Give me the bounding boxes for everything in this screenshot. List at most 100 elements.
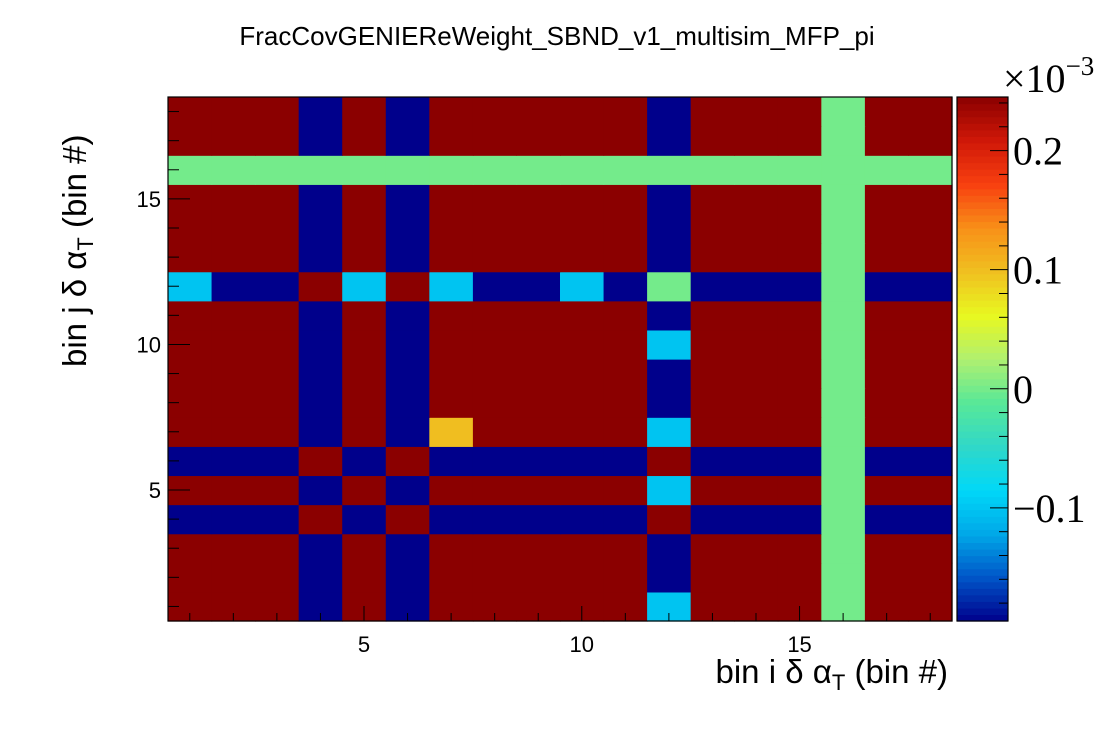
heatmap-cell-5-12 (342, 271, 387, 302)
heatmap-cell-12-14 (647, 213, 692, 244)
heatmap-cell-15-7 (777, 417, 822, 447)
heatmap-cell-4-10 (298, 329, 343, 360)
heatmap-cell-13-5 (690, 475, 735, 506)
heatmap-cell-14-18 (734, 97, 779, 127)
heatmap-cell-8-17 (472, 126, 518, 156)
color-scale-step (957, 103, 1008, 111)
heatmap-cell-5-10 (342, 329, 387, 360)
color-scale-step (957, 470, 1008, 478)
heatmap-cell-4-2 (298, 562, 343, 593)
heatmap-cell-13-4 (690, 504, 735, 535)
heatmap-cell-8-6 (472, 446, 518, 477)
heatmap-cell-8-18 (472, 97, 518, 127)
heatmap-cell-2-17 (211, 126, 256, 156)
heatmap-cell-17-2 (864, 562, 910, 593)
heatmap-cell-17-11 (864, 300, 910, 331)
heatmap-cell-18-8 (908, 388, 953, 418)
heatmap-cell-5-4 (342, 504, 387, 535)
heatmap-cell-7-8 (429, 388, 474, 418)
heatmap-cell-3-12 (255, 271, 300, 302)
color-scale-step (957, 516, 1008, 524)
heatmap-cell-13-12 (690, 271, 735, 302)
heatmap-cell-9-10 (516, 329, 561, 360)
heatmap-cell-11-14 (603, 213, 648, 244)
heatmap-cell-2-12 (211, 271, 256, 302)
color-scale-frame (956, 96, 1009, 622)
heatmap-cell-9-6 (516, 446, 561, 477)
heatmap-cell-13-7 (690, 417, 735, 447)
heatmap-cell-8-10 (472, 329, 518, 360)
heatmap-cell-15-4 (777, 504, 822, 535)
color-scale-step (957, 234, 1008, 242)
heatmap-cell-18-15 (908, 184, 953, 215)
heatmap-cell-2-5 (211, 475, 256, 506)
heatmap-cell-3-4 (255, 504, 300, 535)
heatmap-cell-14-6 (734, 446, 779, 477)
color-scale-step (957, 123, 1008, 131)
heatmap-cell-17-8 (864, 388, 910, 418)
heatmap-cell-10-2 (560, 562, 605, 593)
color-scale-step (957, 503, 1008, 511)
x-axis-label: bin i δ αT (bin #) (716, 653, 949, 695)
heatmap-cell-6-14 (385, 213, 430, 244)
color-scale-step (957, 575, 1008, 583)
y-tick-label: 10 (137, 332, 161, 357)
heatmap-cell-6-11 (385, 300, 430, 331)
color-scale-step (957, 359, 1008, 367)
color-scale-tick-label: 0.2 (1013, 129, 1063, 174)
heatmap-cell-12-7 (647, 417, 692, 447)
color-scale-step (957, 228, 1008, 236)
color-scale-step (957, 155, 1008, 164)
heatmap-cell-11-7 (603, 417, 648, 447)
heatmap-cell-9-18 (516, 97, 561, 127)
heatmap-cell-3-7 (255, 417, 300, 447)
heatmap-cell-8-12 (472, 271, 518, 302)
heatmap-cell-2-16 (211, 155, 256, 185)
heatmap-cell-5-8 (342, 388, 387, 418)
heatmap-cell-6-9 (385, 359, 430, 389)
color-scale-step (957, 260, 1008, 268)
heatmap-cell-18-3 (908, 533, 953, 564)
color-scale-step (957, 548, 1008, 557)
color-scale-ticks: −0.1 0 0.1 0.2 (990, 102, 1086, 604)
heatmap-cell-6-2 (385, 562, 430, 593)
x-tick-label: 5 (358, 632, 370, 657)
heatmap-cell-9-7 (516, 417, 561, 447)
color-scale-step (957, 208, 1008, 216)
color-scale-step (957, 542, 1008, 550)
color-scale-step (957, 162, 1008, 170)
heatmap-cell-17-6 (864, 446, 910, 477)
heatmap-cell-5-3 (342, 533, 387, 564)
heatmap-cell-15-17 (777, 126, 822, 156)
heatmap-cell-14-2 (734, 562, 779, 593)
heatmap-cell-7-18 (429, 97, 474, 127)
heatmap-cell-12-4 (647, 504, 692, 535)
color-scale-step (957, 496, 1008, 504)
heatmap-cell-8-7 (472, 417, 518, 447)
heatmap-cell-15-5 (777, 475, 822, 506)
color-scale-step (957, 372, 1008, 380)
heatmap-cells (168, 97, 953, 622)
heatmap-cell-16-6 (821, 446, 866, 477)
heatmap-cell-15-14 (777, 213, 822, 244)
x-tick-label: 10 (570, 632, 594, 657)
heatmap-cell-13-6 (690, 446, 735, 477)
color-scale-step (957, 535, 1008, 543)
heatmap-cell-3-8 (255, 388, 300, 418)
heatmap-cell-5-16 (342, 155, 387, 185)
color-scale-tick-label: −0.1 (1013, 486, 1086, 531)
color-scale-step (957, 319, 1008, 327)
chart-title: FracCovGENIEReWeight_SBND_v1_multisim_MF… (239, 21, 874, 51)
heatmap-cell-6-13 (385, 242, 430, 273)
color-scale-step (957, 273, 1008, 281)
heatmap-cell-2-8 (211, 388, 256, 418)
heatmap-cell-6-16 (385, 155, 430, 185)
heatmap-cell-3-3 (255, 533, 300, 564)
heatmap-cell-13-16 (690, 155, 735, 185)
heatmap-cell-16-4 (821, 504, 866, 535)
heatmap-cell-10-4 (560, 504, 605, 535)
heatmap-cell-6-4 (385, 504, 430, 535)
heatmap-cell-18-13 (908, 242, 953, 273)
heatmap-cell-10-8 (560, 388, 605, 418)
